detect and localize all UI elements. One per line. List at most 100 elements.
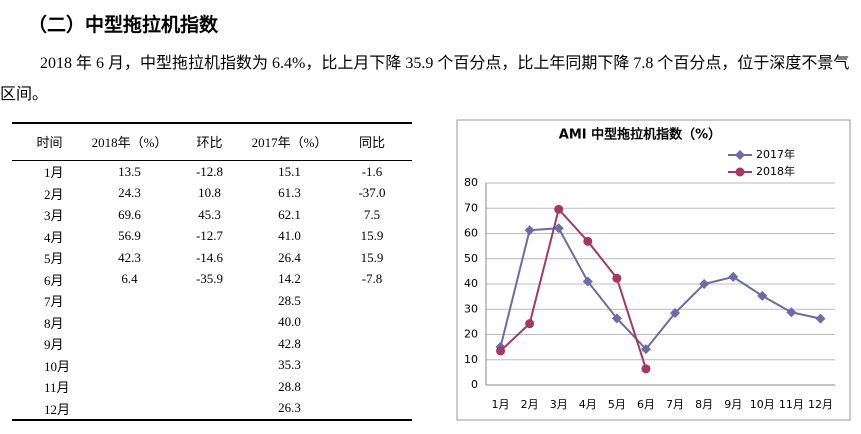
table-cell: 7月 xyxy=(44,294,64,310)
table-header: 2018年（%） xyxy=(87,123,172,161)
table-cell: -14.6 xyxy=(195,249,224,265)
table-cell: 35.3 xyxy=(278,357,301,373)
point xyxy=(757,290,768,301)
table-cell: 40.0 xyxy=(278,314,301,330)
table-cell xyxy=(172,333,247,355)
table-cell: 14.2 xyxy=(278,271,301,287)
x-tick-label: 7月 xyxy=(666,398,684,411)
table-cell: 6.4 xyxy=(121,271,138,287)
table-cell: 26.4 xyxy=(278,249,301,265)
chart-frame xyxy=(456,119,851,421)
table-row: 7月 28.5 xyxy=(12,290,412,312)
table-cell xyxy=(87,312,172,334)
table-cell: 15.1 xyxy=(278,163,301,179)
table-cell xyxy=(332,290,412,312)
table-cell: 6月 xyxy=(44,272,64,288)
chart-title: AMI 中型拖拉机指数（%） xyxy=(559,127,721,143)
point xyxy=(582,276,593,287)
x-tick-label: 4月 xyxy=(579,398,597,411)
point xyxy=(495,341,506,352)
x-tick-label: 8月 xyxy=(695,398,713,411)
table-cell: 5月 xyxy=(44,251,64,267)
table-row: 5月 42.3 -14.6 26.4 15.9 xyxy=(12,247,412,269)
table-cell: 10月 xyxy=(44,358,71,374)
y-tick-label: 30 xyxy=(464,302,478,315)
y-tick-label: 40 xyxy=(464,277,478,290)
y-tick-label: 80 xyxy=(464,176,478,189)
point xyxy=(524,225,535,236)
table-row: 11月 28.8 xyxy=(12,376,412,398)
table-cell: 4月 xyxy=(44,229,64,245)
y-tick-label: 20 xyxy=(464,328,478,341)
table-cell xyxy=(332,333,412,355)
data-table: 时间 2018年（%） 环比 2017年（%） 同比 1月 13.5 -12.8 15.1 -1.… xyxy=(12,122,412,421)
series-line xyxy=(499,227,821,351)
legend-label: 2018年 xyxy=(756,164,795,178)
table-cell xyxy=(172,355,247,377)
point xyxy=(786,307,797,318)
table-cell: 41.0 xyxy=(278,228,301,244)
x-tick-label: 6月 xyxy=(637,398,655,411)
point xyxy=(640,344,651,355)
table-row: 1月 13.5 -12.8 15.1 -1.6 xyxy=(12,161,412,183)
table-cell: 13.5 xyxy=(118,163,141,179)
table-row: 12月 26.3 xyxy=(12,398,412,421)
point xyxy=(553,223,564,234)
y-tick-label: 10 xyxy=(464,353,478,366)
table-cell: 7.5 xyxy=(363,206,381,222)
table-row: 2月 24.3 10.8 61.3 -37.0 xyxy=(12,183,412,205)
table-cell: 24.3 xyxy=(118,185,141,201)
x-tick-label: 9月 xyxy=(724,398,742,411)
series-line xyxy=(499,207,647,370)
point xyxy=(554,204,564,214)
table-cell: 15.9 xyxy=(360,249,384,265)
table-row: 8月 40.0 xyxy=(12,312,412,334)
point xyxy=(525,319,535,329)
table-cell: -12.7 xyxy=(195,228,224,244)
table-cell: 12月 xyxy=(44,401,71,417)
table-row: 9月 42.8 xyxy=(12,333,412,355)
table-cell: 1月 xyxy=(44,165,64,181)
table-header: 环比 xyxy=(172,123,247,161)
table-cell: 8月 xyxy=(44,315,64,331)
table-cell: 10.8 xyxy=(198,185,221,201)
table-cell xyxy=(332,312,412,334)
y-tick-label: 60 xyxy=(464,227,478,240)
table-cell: -35.9 xyxy=(195,271,224,287)
table-cell: -12.8 xyxy=(195,163,224,179)
point xyxy=(670,308,681,319)
point xyxy=(496,346,506,356)
table-cell: 9月 xyxy=(44,337,64,353)
table-cell: 42.8 xyxy=(278,335,301,351)
table-cell: 61.3 xyxy=(278,185,301,201)
table-cell: 26.3 xyxy=(278,400,301,416)
point xyxy=(611,313,622,324)
table-cell: 28.5 xyxy=(278,292,301,308)
table-cell xyxy=(172,290,247,312)
table-cell xyxy=(87,355,172,377)
point xyxy=(612,273,622,283)
point xyxy=(641,364,651,374)
table-row: 10月 35.3 xyxy=(12,355,412,377)
table-cell xyxy=(332,376,412,398)
table-row: 3月 69.6 45.3 62.1 7.5 xyxy=(12,204,412,226)
x-tick-label: 1月 xyxy=(492,398,510,411)
x-tick-label: 5月 xyxy=(608,398,626,411)
point xyxy=(699,279,710,289)
table-cell: 42.3 xyxy=(118,249,141,265)
table-row: 4月 56.9 -12.7 41.0 15.9 xyxy=(12,226,412,248)
paragraph: 2018 年 6 月，中型拖拉机指数为 6.4%，比上月下降 35.9 个百分点… xyxy=(0,55,850,103)
table-cell xyxy=(332,355,412,377)
table-cell xyxy=(172,312,247,334)
point xyxy=(728,271,739,282)
point xyxy=(735,150,745,160)
table-cell xyxy=(87,333,172,355)
point xyxy=(815,313,826,324)
table-cell: -37.0 xyxy=(358,185,386,201)
table-cell: 2月 xyxy=(44,186,64,202)
point xyxy=(735,167,745,177)
table-cell: -1.6 xyxy=(361,163,383,179)
table-cell: 56.9 xyxy=(118,228,141,244)
x-tick-label: 12月 xyxy=(808,398,833,411)
